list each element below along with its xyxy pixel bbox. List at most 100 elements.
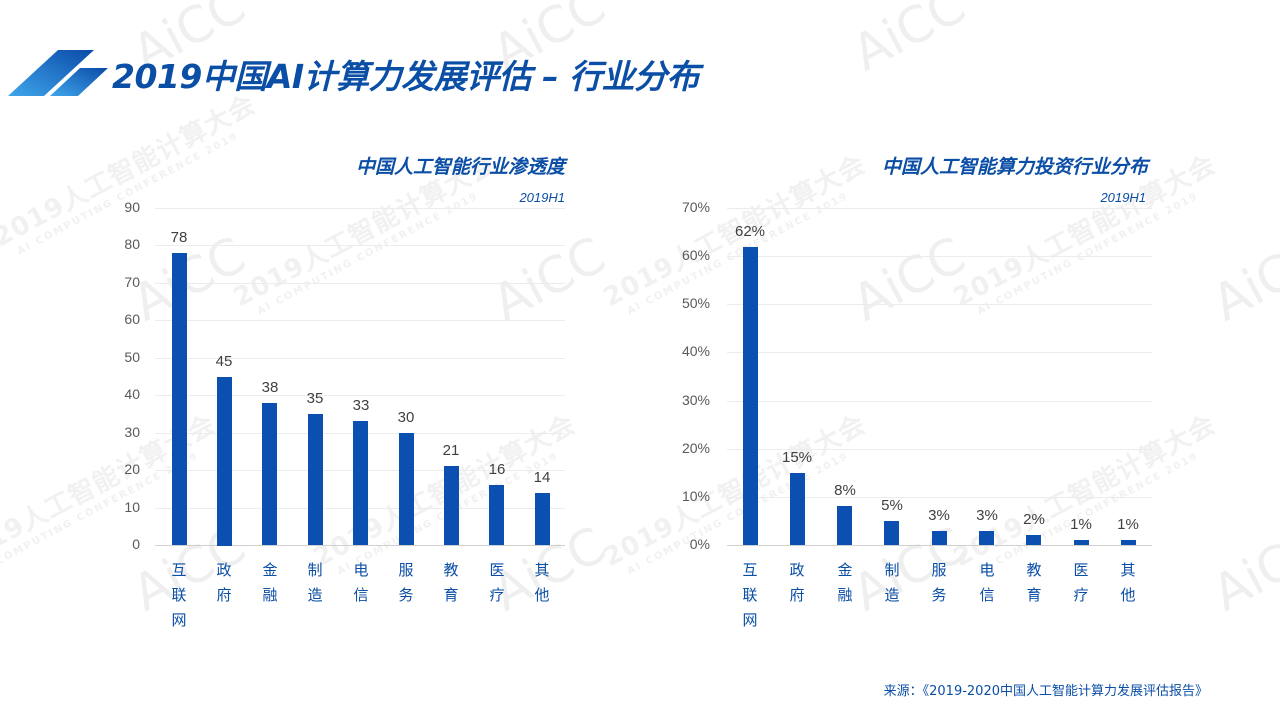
y-tick-label: 70 <box>124 274 140 290</box>
value-label: 45 <box>215 353 233 370</box>
x-category-label: 教育 <box>443 561 459 604</box>
gridline <box>727 208 1152 209</box>
x-axis-line <box>727 545 1152 546</box>
x-category-label: 教育 <box>1026 561 1042 604</box>
value-label: 8% <box>834 482 856 499</box>
page-title: 2019中国AI计算力发展评估 – 行业分布 <box>112 57 700 96</box>
y-tick-label: 40% <box>681 343 710 359</box>
y-tick-label: 0% <box>689 536 710 552</box>
y-tick-label: 10 <box>124 499 140 515</box>
y-tick-label: 80 <box>124 236 140 252</box>
gridline <box>155 208 565 209</box>
bar <box>932 531 947 545</box>
watermark-logo: AiCC <box>843 225 975 333</box>
x-category-label: 医疗 <box>1073 561 1089 604</box>
gridline <box>727 449 1152 450</box>
bar <box>217 377 232 546</box>
bar <box>353 421 368 545</box>
y-tick-label: 20 <box>124 461 140 477</box>
gridline <box>155 358 565 359</box>
gridline <box>727 352 1152 353</box>
x-category-label: 制造 <box>307 561 323 604</box>
gridline <box>155 283 565 284</box>
y-tick-label: 30% <box>681 392 710 408</box>
x-category-label: 金融 <box>837 561 853 604</box>
y-tick-label: 20% <box>681 440 710 456</box>
bar <box>884 521 899 545</box>
source-note: 来源：《2019-2020中国人工智能计算力发展评估报告》 <box>883 684 1208 699</box>
gridline <box>727 256 1152 257</box>
x-category-label: 政府 <box>216 561 232 604</box>
gridline <box>727 497 1152 498</box>
value-label: 35 <box>306 390 324 407</box>
bar <box>489 485 504 545</box>
bar <box>790 473 805 545</box>
value-label: 5% <box>881 497 903 514</box>
watermark-logo: AiCC <box>483 225 615 333</box>
value-label: 33 <box>352 397 370 414</box>
x-category-label: 其他 <box>1120 561 1136 604</box>
y-tick-label: 70% <box>681 199 710 215</box>
value-label: 1% <box>1117 516 1139 533</box>
y-tick-label: 90 <box>124 199 140 215</box>
watermark-logo: AiCC <box>123 515 255 623</box>
bar <box>172 253 187 545</box>
x-category-label: 服务 <box>931 561 947 604</box>
gridline <box>155 395 565 396</box>
gridline <box>155 245 565 246</box>
chart-subtitle: 2019H1 <box>519 190 565 205</box>
bar <box>837 506 852 545</box>
bar <box>444 466 459 545</box>
y-tick-label: 10% <box>681 488 710 504</box>
x-category-label: 其他 <box>534 561 550 604</box>
y-tick-label: 30 <box>124 424 140 440</box>
gridline <box>155 320 565 321</box>
value-label: 62% <box>734 223 766 240</box>
y-tick-label: 50 <box>124 349 140 365</box>
bar <box>979 531 994 545</box>
chart-title: 中国人工智能行业渗透度 <box>355 156 565 178</box>
value-label: 30 <box>397 409 415 426</box>
value-label: 2% <box>1023 511 1045 528</box>
x-category-label: 服务 <box>398 561 414 604</box>
x-axis-line <box>155 545 565 546</box>
y-tick-label: 60% <box>681 247 710 263</box>
x-category-label: 互联网 <box>171 561 187 629</box>
watermark-logo: AiCC <box>843 515 975 623</box>
chart-title: 中国人工智能算力投资行业分布 <box>881 156 1148 178</box>
y-tick-label: 50% <box>681 295 710 311</box>
value-label: 1% <box>1070 516 1092 533</box>
gridline <box>727 401 1152 402</box>
gridline <box>727 304 1152 305</box>
value-label: 21 <box>442 442 460 459</box>
value-label: 3% <box>976 507 998 524</box>
watermark-logo: AiCC <box>1203 225 1280 333</box>
bar <box>308 414 323 545</box>
bar <box>535 493 550 545</box>
bar <box>1074 540 1089 545</box>
y-tick-label: 0 <box>132 536 140 552</box>
x-category-label: 电信 <box>979 561 995 604</box>
value-label: 14 <box>533 469 551 486</box>
watermark-logo: AiCC <box>1203 515 1280 623</box>
x-category-label: 医疗 <box>489 561 505 604</box>
value-label: 3% <box>928 507 950 524</box>
value-label: 15% <box>781 449 813 466</box>
value-label: 16 <box>488 461 506 478</box>
x-category-label: 金融 <box>262 561 278 604</box>
value-label: 78 <box>170 229 188 246</box>
x-category-label: 电信 <box>353 561 369 604</box>
bar <box>1121 540 1136 545</box>
bar <box>1026 535 1041 545</box>
bar <box>399 433 414 545</box>
bar <box>262 403 277 545</box>
x-category-label: 政府 <box>789 561 805 604</box>
chart-subtitle: 2019H1 <box>1100 190 1146 205</box>
x-category-label: 互联网 <box>742 561 758 629</box>
y-tick-label: 40 <box>124 386 140 402</box>
watermark-logo: AiCC <box>843 0 975 83</box>
x-category-label: 制造 <box>884 561 900 604</box>
bar <box>743 247 758 545</box>
value-label: 38 <box>261 379 279 396</box>
